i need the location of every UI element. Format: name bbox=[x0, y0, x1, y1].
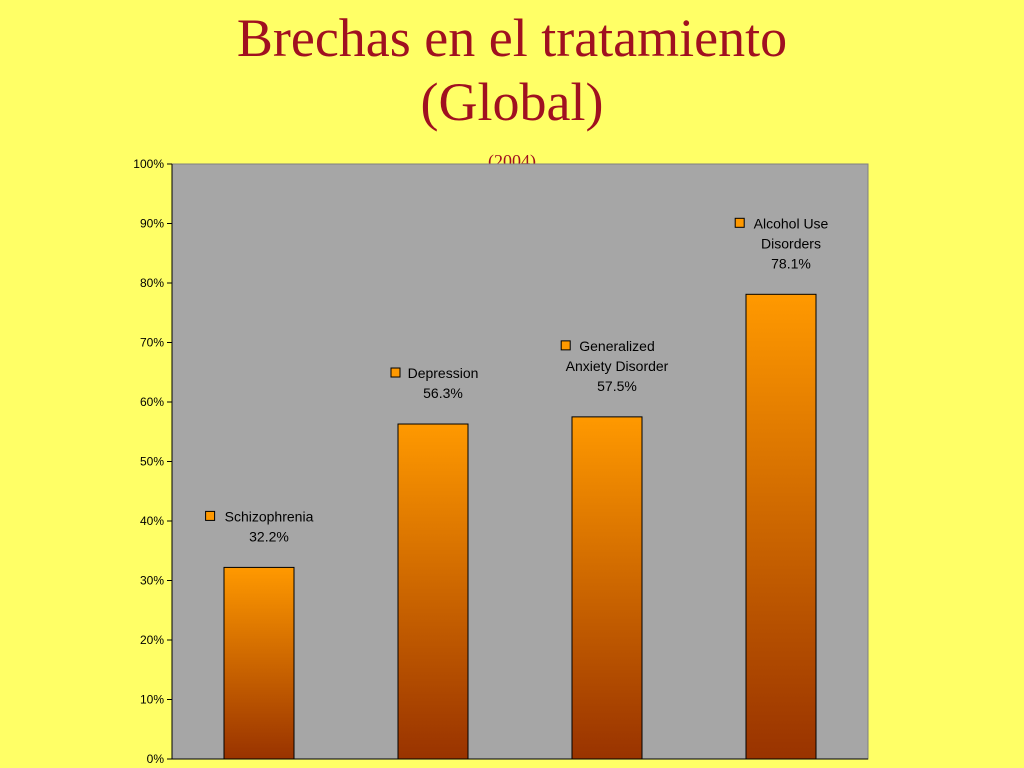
data-label-key bbox=[390, 367, 401, 378]
data-label: Anxiety Disorder bbox=[566, 358, 669, 374]
y-tick-label: 50% bbox=[140, 455, 164, 469]
data-label: Schizophrenia bbox=[225, 508, 314, 524]
data-label-group: Alcohol Use Disorders 78.1% bbox=[734, 215, 829, 271]
data-label-group: Schizophrenia 32.2% bbox=[205, 508, 314, 544]
y-tick-label: 20% bbox=[140, 633, 164, 647]
bar-series bbox=[223, 293, 817, 760]
data-label: 57.5% bbox=[597, 378, 637, 394]
y-tick-label: 30% bbox=[140, 574, 164, 588]
slide-title-line-2: (Global) bbox=[420, 72, 604, 132]
y-tick-label: 60% bbox=[140, 395, 164, 409]
bar bbox=[397, 423, 469, 760]
y-tick-label: 90% bbox=[140, 217, 164, 231]
slide-title-line-1: Brechas en el tratamiento bbox=[236, 8, 788, 68]
y-tick-label: 100% bbox=[133, 157, 164, 171]
data-label-key bbox=[560, 340, 571, 351]
data-label: Disorders bbox=[761, 235, 821, 251]
data-label-group: Generalized Anxiety Disorder 57.5% bbox=[560, 338, 669, 394]
data-label-key bbox=[734, 217, 745, 228]
data-labels: Schizophrenia 32.2% Depression 56.3% General… bbox=[205, 215, 829, 544]
data-label: 56.3% bbox=[423, 385, 463, 401]
data-label: Depression bbox=[408, 365, 479, 381]
data-label-group: Depression 56.3% bbox=[390, 365, 479, 401]
y-tick-label: 70% bbox=[140, 336, 164, 350]
data-label: Alcohol Use bbox=[754, 215, 829, 231]
data-label: Generalized bbox=[579, 338, 655, 354]
bar bbox=[571, 416, 643, 760]
y-tick-label: 40% bbox=[140, 514, 164, 528]
y-tick-label: 80% bbox=[140, 276, 164, 290]
bar bbox=[745, 293, 817, 760]
y-tick-label: 0% bbox=[147, 752, 165, 766]
bar bbox=[223, 566, 295, 760]
y-tick-label: 10% bbox=[140, 693, 164, 707]
slide-title: Brechas en el tratamiento (Global) bbox=[0, 6, 1024, 134]
data-label: 32.2% bbox=[249, 528, 289, 544]
data-label: 78.1% bbox=[771, 255, 811, 271]
data-label-key bbox=[205, 510, 216, 521]
